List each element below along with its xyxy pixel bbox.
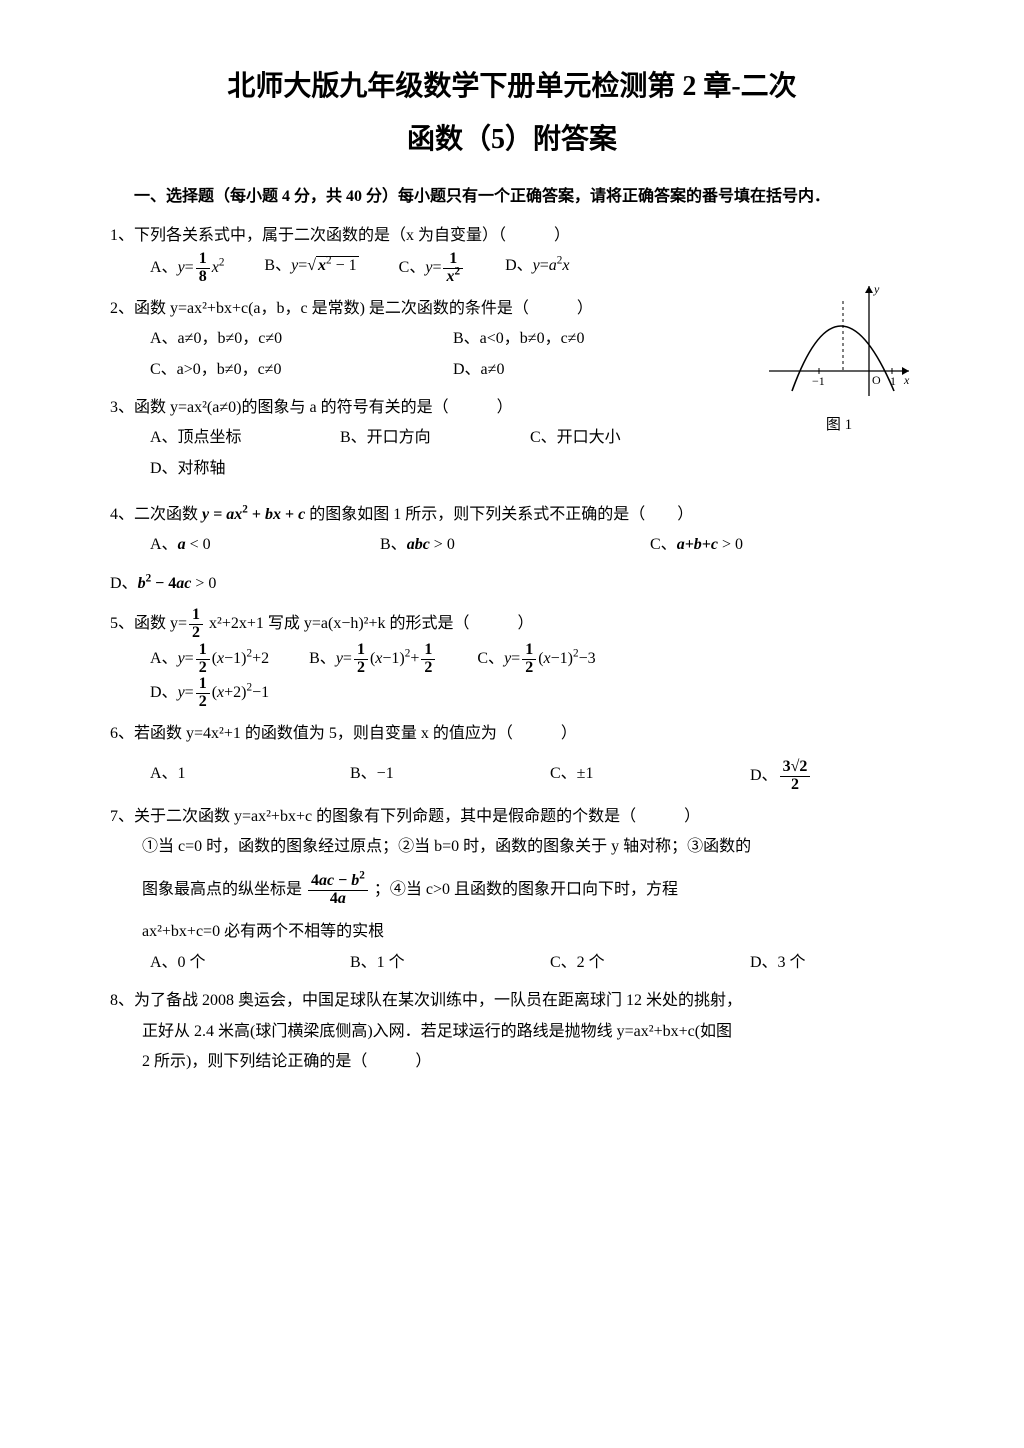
page-title-line1: 北师大版九年级数学下册单元检测第 2 章-二次 bbox=[110, 60, 914, 113]
q1-opt-b: B、y=√x2 − 1 bbox=[264, 251, 358, 286]
svg-text:1: 1 bbox=[890, 374, 896, 388]
q1-options: A、y=18x2 B、y=√x2 − 1 C、y=1x2 D、y=a2x bbox=[150, 251, 756, 286]
q4-options-row1: A、a < 0 B、abc > 0 C、a+b+c > 0 bbox=[150, 530, 914, 560]
question-4: 4、二次函数 y = ax2 + bx + c 的图象如图 1 所示，则下列关系… bbox=[110, 500, 914, 561]
q6-opt-a: A、1 bbox=[150, 759, 310, 794]
question-1: 1、下列各关系式中，属于二次函数的是（x 为自变量）（ ） A、y=18x2 B… bbox=[110, 221, 914, 286]
q5-options: A、y=12(x−1)2+2 B、y=12(x−1)2+12 C、y=12(x−… bbox=[150, 642, 914, 711]
q6-opt-c: C、±1 bbox=[550, 759, 710, 794]
q6-options: A、1 B、−1 C、±1 D、3√22 bbox=[150, 759, 914, 794]
q6-opt-d: D、3√22 bbox=[750, 759, 812, 794]
svg-text:−1: −1 bbox=[812, 374, 825, 388]
q2-opt-b: B、a<0，b≠0，c≠0 bbox=[453, 324, 756, 354]
q7-opt-c: C、2 个 bbox=[550, 948, 710, 978]
q4-opt-d: D、b2 − 4ac > 0 bbox=[110, 569, 914, 599]
page-title-line2: 函数（5）附答案 bbox=[110, 113, 914, 166]
q3-opt-b: B、开口方向 bbox=[340, 423, 490, 453]
q7-options: A、0 个 B、1 个 C、2 个 D、3 个 bbox=[150, 948, 914, 978]
parabola-graph: −1 O 1 x y bbox=[764, 281, 914, 401]
q5-opt-d: D、y=12(x+2)2−1 bbox=[150, 676, 269, 711]
q7-line4: ax²+bx+c=0 必有两个不相等的实根 bbox=[142, 917, 914, 947]
figure-1-caption: 图 1 bbox=[764, 411, 914, 440]
q1-opt-a: A、y=18x2 bbox=[150, 251, 224, 286]
q7-opt-b: B、1 个 bbox=[350, 948, 510, 978]
q3-options: A、顶点坐标 B、开口方向 C、开口大小 D、对称轴 bbox=[150, 423, 756, 484]
q8-line1: 8、为了备战 2008 奥运会，中国足球队在某次训练中，一队员在距离球门 12 … bbox=[110, 986, 914, 1016]
q3-opt-d: D、对称轴 bbox=[150, 454, 226, 484]
svg-text:y: y bbox=[873, 282, 880, 296]
q6-opt-b: B、−1 bbox=[350, 759, 510, 794]
question-7: 7、关于二次函数 y=ax²+bx+c 的图象有下列命题，其中是假命题的个数是（… bbox=[110, 802, 914, 978]
figure-1: −1 O 1 x y 图 1 bbox=[764, 281, 914, 440]
q7-line2: ①当 c=0 时，函数的图象经过原点；②当 b=0 时，函数的图象关于 y 轴对… bbox=[142, 832, 914, 862]
q4-opt-c: C、a+b+c > 0 bbox=[650, 530, 743, 560]
q4-opt-a: A、a < 0 bbox=[150, 530, 340, 560]
q5-opt-b: B、y=12(x−1)2+12 bbox=[309, 642, 437, 677]
svg-text:O: O bbox=[872, 373, 881, 387]
q5-opt-c: C、y=12(x−1)2−3 bbox=[477, 642, 595, 677]
question-6: 6、若函数 y=4x²+1 的函数值为 5，则自变量 x 的值应为（ ） A、1… bbox=[110, 719, 914, 794]
q7-opt-a: A、0 个 bbox=[150, 948, 310, 978]
q2-opt-c: C、a>0，b≠0，c≠0 bbox=[150, 355, 453, 385]
q3-opt-a: A、顶点坐标 bbox=[150, 423, 300, 453]
q2-opt-a: A、a≠0，b≠0，c≠0 bbox=[150, 324, 453, 354]
svg-text:x: x bbox=[903, 373, 910, 387]
section-1-heading: 一、选择题（每小题 4 分，共 40 分）每小题只有一个正确答案，请将正确答案的… bbox=[158, 182, 914, 212]
question-5: 5、函数 y=12 x²+2x+1 写成 y=a(x−h)²+k 的形式是（ ）… bbox=[110, 607, 914, 711]
q1-opt-c: C、y=1x2 bbox=[399, 251, 465, 286]
q8-line3: 2 所示)，则下列结论正确的是（ ） bbox=[142, 1047, 914, 1077]
q7-line3: 图象最高点的纵坐标是 4ac − b24a ；④当 c>0 且函数的图象开口向下… bbox=[142, 873, 914, 908]
q4-stem: 4、二次函数 y = ax2 + bx + c 的图象如图 1 所示，则下列关系… bbox=[110, 500, 914, 530]
q4-opt-b: B、abc > 0 bbox=[380, 530, 610, 560]
q6-stem: 6、若函数 y=4x²+1 的函数值为 5，则自变量 x 的值应为（ ） bbox=[110, 719, 914, 749]
q8-line2: 正好从 2.4 米高(球门横梁底侧高)入网．若足球运行的路线是抛物线 y=ax²… bbox=[142, 1017, 914, 1047]
q7-stem: 7、关于二次函数 y=ax²+bx+c 的图象有下列命题，其中是假命题的个数是（… bbox=[110, 802, 914, 832]
q7-opt-d: D、3 个 bbox=[750, 948, 806, 978]
q3-opt-c: C、开口大小 bbox=[530, 423, 680, 453]
question-8: 8、为了备战 2008 奥运会，中国足球队在某次训练中，一队员在距离球门 12 … bbox=[110, 986, 914, 1077]
q1-stem: 1、下列各关系式中，属于二次函数的是（x 为自变量）（ ） bbox=[110, 221, 914, 251]
q5-opt-a: A、y=12(x−1)2+2 bbox=[150, 642, 269, 677]
q5-stem: 5、函数 y=12 x²+2x+1 写成 y=a(x−h)²+k 的形式是（ ） bbox=[110, 607, 914, 642]
q1-opt-d: D、y=a2x bbox=[505, 251, 569, 286]
q2-opt-d: D、a≠0 bbox=[453, 355, 756, 385]
